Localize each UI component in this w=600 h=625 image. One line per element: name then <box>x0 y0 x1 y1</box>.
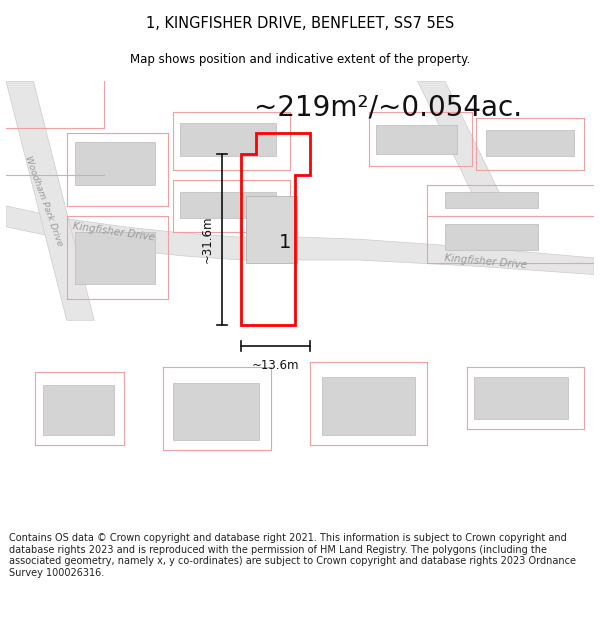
Bar <box>173 382 259 440</box>
Bar <box>181 192 277 218</box>
Bar <box>74 232 155 284</box>
Text: Kingfisher Drive: Kingfisher Drive <box>72 221 155 243</box>
Text: Kingfisher Drive: Kingfisher Drive <box>445 254 528 271</box>
Bar <box>246 196 297 263</box>
Bar <box>181 123 277 156</box>
Polygon shape <box>418 81 506 206</box>
Text: Woodham Park Drive: Woodham Park Drive <box>23 154 64 247</box>
Bar <box>486 130 574 156</box>
Polygon shape <box>6 81 94 320</box>
Text: ~219m²/~0.054ac.: ~219m²/~0.054ac. <box>254 93 522 121</box>
Polygon shape <box>6 206 594 274</box>
Text: Contains OS data © Crown copyright and database right 2021. This information is : Contains OS data © Crown copyright and d… <box>9 533 576 578</box>
Bar <box>74 141 155 185</box>
Text: Map shows position and indicative extent of the property.: Map shows position and indicative extent… <box>130 53 470 66</box>
Bar <box>445 224 538 249</box>
Bar <box>475 378 568 419</box>
Text: ~13.6m: ~13.6m <box>252 359 299 372</box>
Text: 1, KINGFISHER DRIVE, BENFLEET, SS7 5ES: 1, KINGFISHER DRIVE, BENFLEET, SS7 5ES <box>146 16 454 31</box>
Text: ~31.6m: ~31.6m <box>201 216 214 264</box>
Bar <box>445 192 538 208</box>
Text: 1: 1 <box>279 233 292 252</box>
Bar <box>376 125 457 154</box>
Bar <box>322 378 415 434</box>
Bar <box>43 385 114 434</box>
